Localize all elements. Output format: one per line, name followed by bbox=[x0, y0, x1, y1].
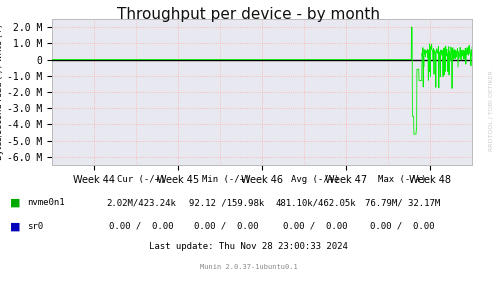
Text: Min (-/+): Min (-/+) bbox=[202, 175, 250, 184]
Y-axis label: Bytes/second read (-) / write (+): Bytes/second read (-) / write (+) bbox=[0, 24, 4, 160]
Text: 0.00 /  0.00: 0.00 / 0.00 bbox=[370, 222, 435, 231]
Text: RRDTOOL / TOBI OETIKER: RRDTOOL / TOBI OETIKER bbox=[489, 71, 494, 151]
Text: Throughput per device - by month: Throughput per device - by month bbox=[117, 7, 380, 22]
Text: sr0: sr0 bbox=[27, 222, 43, 231]
Text: 2.02M/423.24k: 2.02M/423.24k bbox=[107, 199, 176, 207]
Text: 0.00 /  0.00: 0.00 / 0.00 bbox=[283, 222, 348, 231]
Text: 76.79M/ 32.17M: 76.79M/ 32.17M bbox=[365, 199, 440, 207]
Text: ■: ■ bbox=[10, 221, 20, 231]
Text: 0.00 /  0.00: 0.00 / 0.00 bbox=[194, 222, 258, 231]
Text: 0.00 /  0.00: 0.00 / 0.00 bbox=[109, 222, 174, 231]
Text: Avg (-/+): Avg (-/+) bbox=[291, 175, 340, 184]
Text: 481.10k/462.05k: 481.10k/462.05k bbox=[275, 199, 356, 207]
Text: Cur (-/+): Cur (-/+) bbox=[117, 175, 166, 184]
Text: nvme0n1: nvme0n1 bbox=[27, 199, 65, 207]
Text: Last update: Thu Nov 28 23:00:33 2024: Last update: Thu Nov 28 23:00:33 2024 bbox=[149, 242, 348, 251]
Text: ■: ■ bbox=[10, 198, 20, 208]
Text: Munin 2.0.37-1ubuntu0.1: Munin 2.0.37-1ubuntu0.1 bbox=[200, 264, 297, 270]
Text: 92.12 /159.98k: 92.12 /159.98k bbox=[188, 199, 264, 207]
Text: Max (-/+): Max (-/+) bbox=[378, 175, 427, 184]
